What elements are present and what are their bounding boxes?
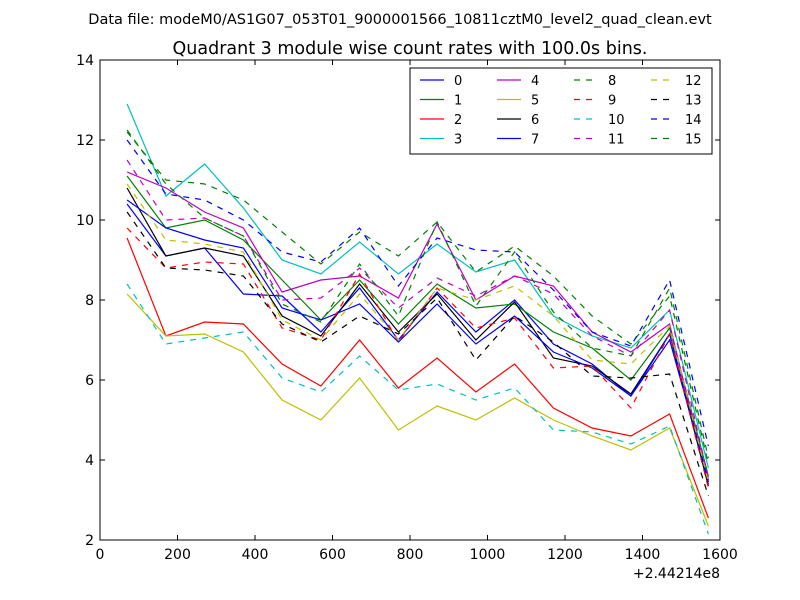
x-tick-label: 0 [96, 547, 105, 563]
series-line-4 [126, 171, 709, 485]
y-tick-label: 14 [76, 53, 94, 69]
series-line-10 [126, 283, 709, 535]
legend-label-5: 5 [531, 94, 539, 109]
x-tick-label: 400 [242, 547, 269, 563]
plot-frame [99, 59, 721, 541]
x-tick-label: 1600 [702, 547, 738, 563]
y-tick-label: 6 [85, 373, 94, 389]
series-line-1 [126, 175, 709, 477]
y-tick-label: 12 [76, 133, 94, 149]
legend-label-1: 1 [454, 94, 462, 109]
legend-label-6: 6 [531, 113, 539, 128]
x-tick-label: 600 [319, 547, 346, 563]
chart-title: Quadrant 3 module wise count rates with … [173, 39, 648, 59]
legend-label-4: 4 [531, 74, 539, 89]
y-tick-label: 10 [76, 213, 94, 229]
legend-label-11: 11 [608, 133, 625, 148]
legend-label-9: 9 [608, 94, 616, 109]
legend-label-14: 14 [685, 113, 702, 128]
series-line-15 [126, 129, 709, 459]
legend-label-3: 3 [454, 133, 462, 148]
figure-suptitle: Data file: modeM0/AS1G07_053T01_90000015… [88, 12, 712, 28]
x-tick-label: 200 [164, 547, 191, 563]
legend-label-8: 8 [608, 74, 616, 89]
legend-label-13: 13 [685, 94, 702, 109]
series-line-11 [126, 159, 709, 479]
legend-label-0: 0 [454, 74, 462, 89]
legend-label-10: 10 [608, 113, 625, 128]
x-tick-label: 1400 [625, 547, 661, 563]
x-tick-label: 1200 [547, 547, 583, 563]
x-tick-label: 800 [397, 547, 424, 563]
x-offset-label: +2.44214e8 [633, 566, 720, 582]
legend-label-7: 7 [531, 133, 539, 148]
y-tick-label: 2 [85, 533, 94, 549]
y-tick-label: 8 [85, 293, 94, 309]
x-tick-label: 1000 [470, 547, 506, 563]
series-line-5 [126, 293, 709, 527]
series-line-8 [126, 131, 709, 465]
legend-box [409, 67, 713, 155]
series-line-12 [126, 183, 709, 483]
series-lines [126, 103, 709, 535]
series-line-7 [126, 199, 709, 483]
y-tick-label: 4 [85, 453, 94, 469]
legend-label-15: 15 [685, 133, 702, 148]
series-line-2 [126, 237, 709, 519]
legend-label-2: 2 [454, 113, 462, 128]
legend-label-12: 12 [685, 74, 702, 89]
